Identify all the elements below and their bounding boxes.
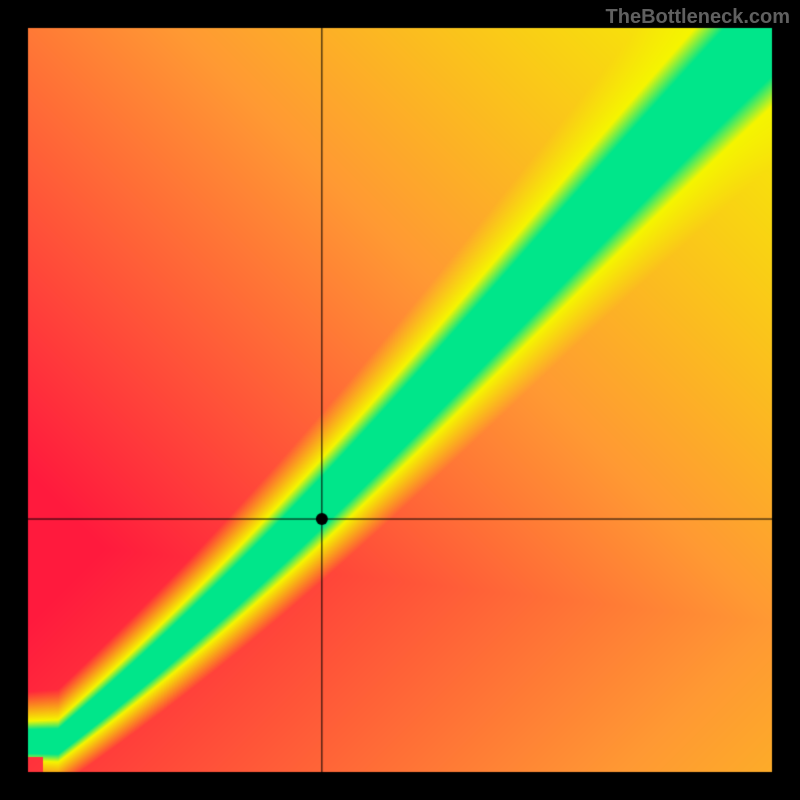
- bottleneck-heatmap: [0, 0, 800, 800]
- watermark-label: TheBottleneck.com: [606, 6, 790, 29]
- chart-container: TheBottleneck.com: [0, 0, 800, 800]
